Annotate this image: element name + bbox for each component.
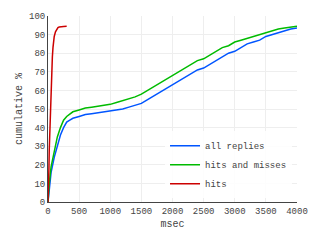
svg-text:0: 0	[45, 207, 50, 217]
svg-text:all replies: all replies	[205, 142, 264, 152]
svg-text:60: 60	[34, 87, 45, 97]
svg-text:msec: msec	[160, 219, 184, 230]
svg-text:100: 100	[29, 12, 45, 22]
svg-text:3500: 3500	[255, 207, 277, 217]
svg-text:30: 30	[34, 142, 45, 152]
svg-text:2000: 2000	[162, 207, 184, 217]
svg-text:cumulative %: cumulative %	[14, 73, 25, 145]
svg-text:hits: hits	[205, 180, 227, 190]
svg-text:2500: 2500	[193, 207, 215, 217]
svg-text:70: 70	[34, 68, 45, 78]
svg-text:10: 10	[34, 180, 45, 190]
svg-text:3000: 3000	[224, 207, 246, 217]
svg-text:40: 40	[34, 124, 45, 134]
svg-text:90: 90	[34, 31, 45, 41]
svg-text:80: 80	[34, 49, 45, 59]
svg-text:hits and misses: hits and misses	[205, 161, 286, 171]
svg-text:1500: 1500	[131, 207, 153, 217]
svg-text:500: 500	[71, 207, 87, 217]
svg-text:1000: 1000	[99, 207, 121, 217]
svg-text:0: 0	[40, 198, 45, 208]
svg-text:20: 20	[34, 161, 45, 171]
svg-text:50: 50	[34, 105, 45, 115]
svg-text:4000: 4000	[286, 207, 308, 217]
